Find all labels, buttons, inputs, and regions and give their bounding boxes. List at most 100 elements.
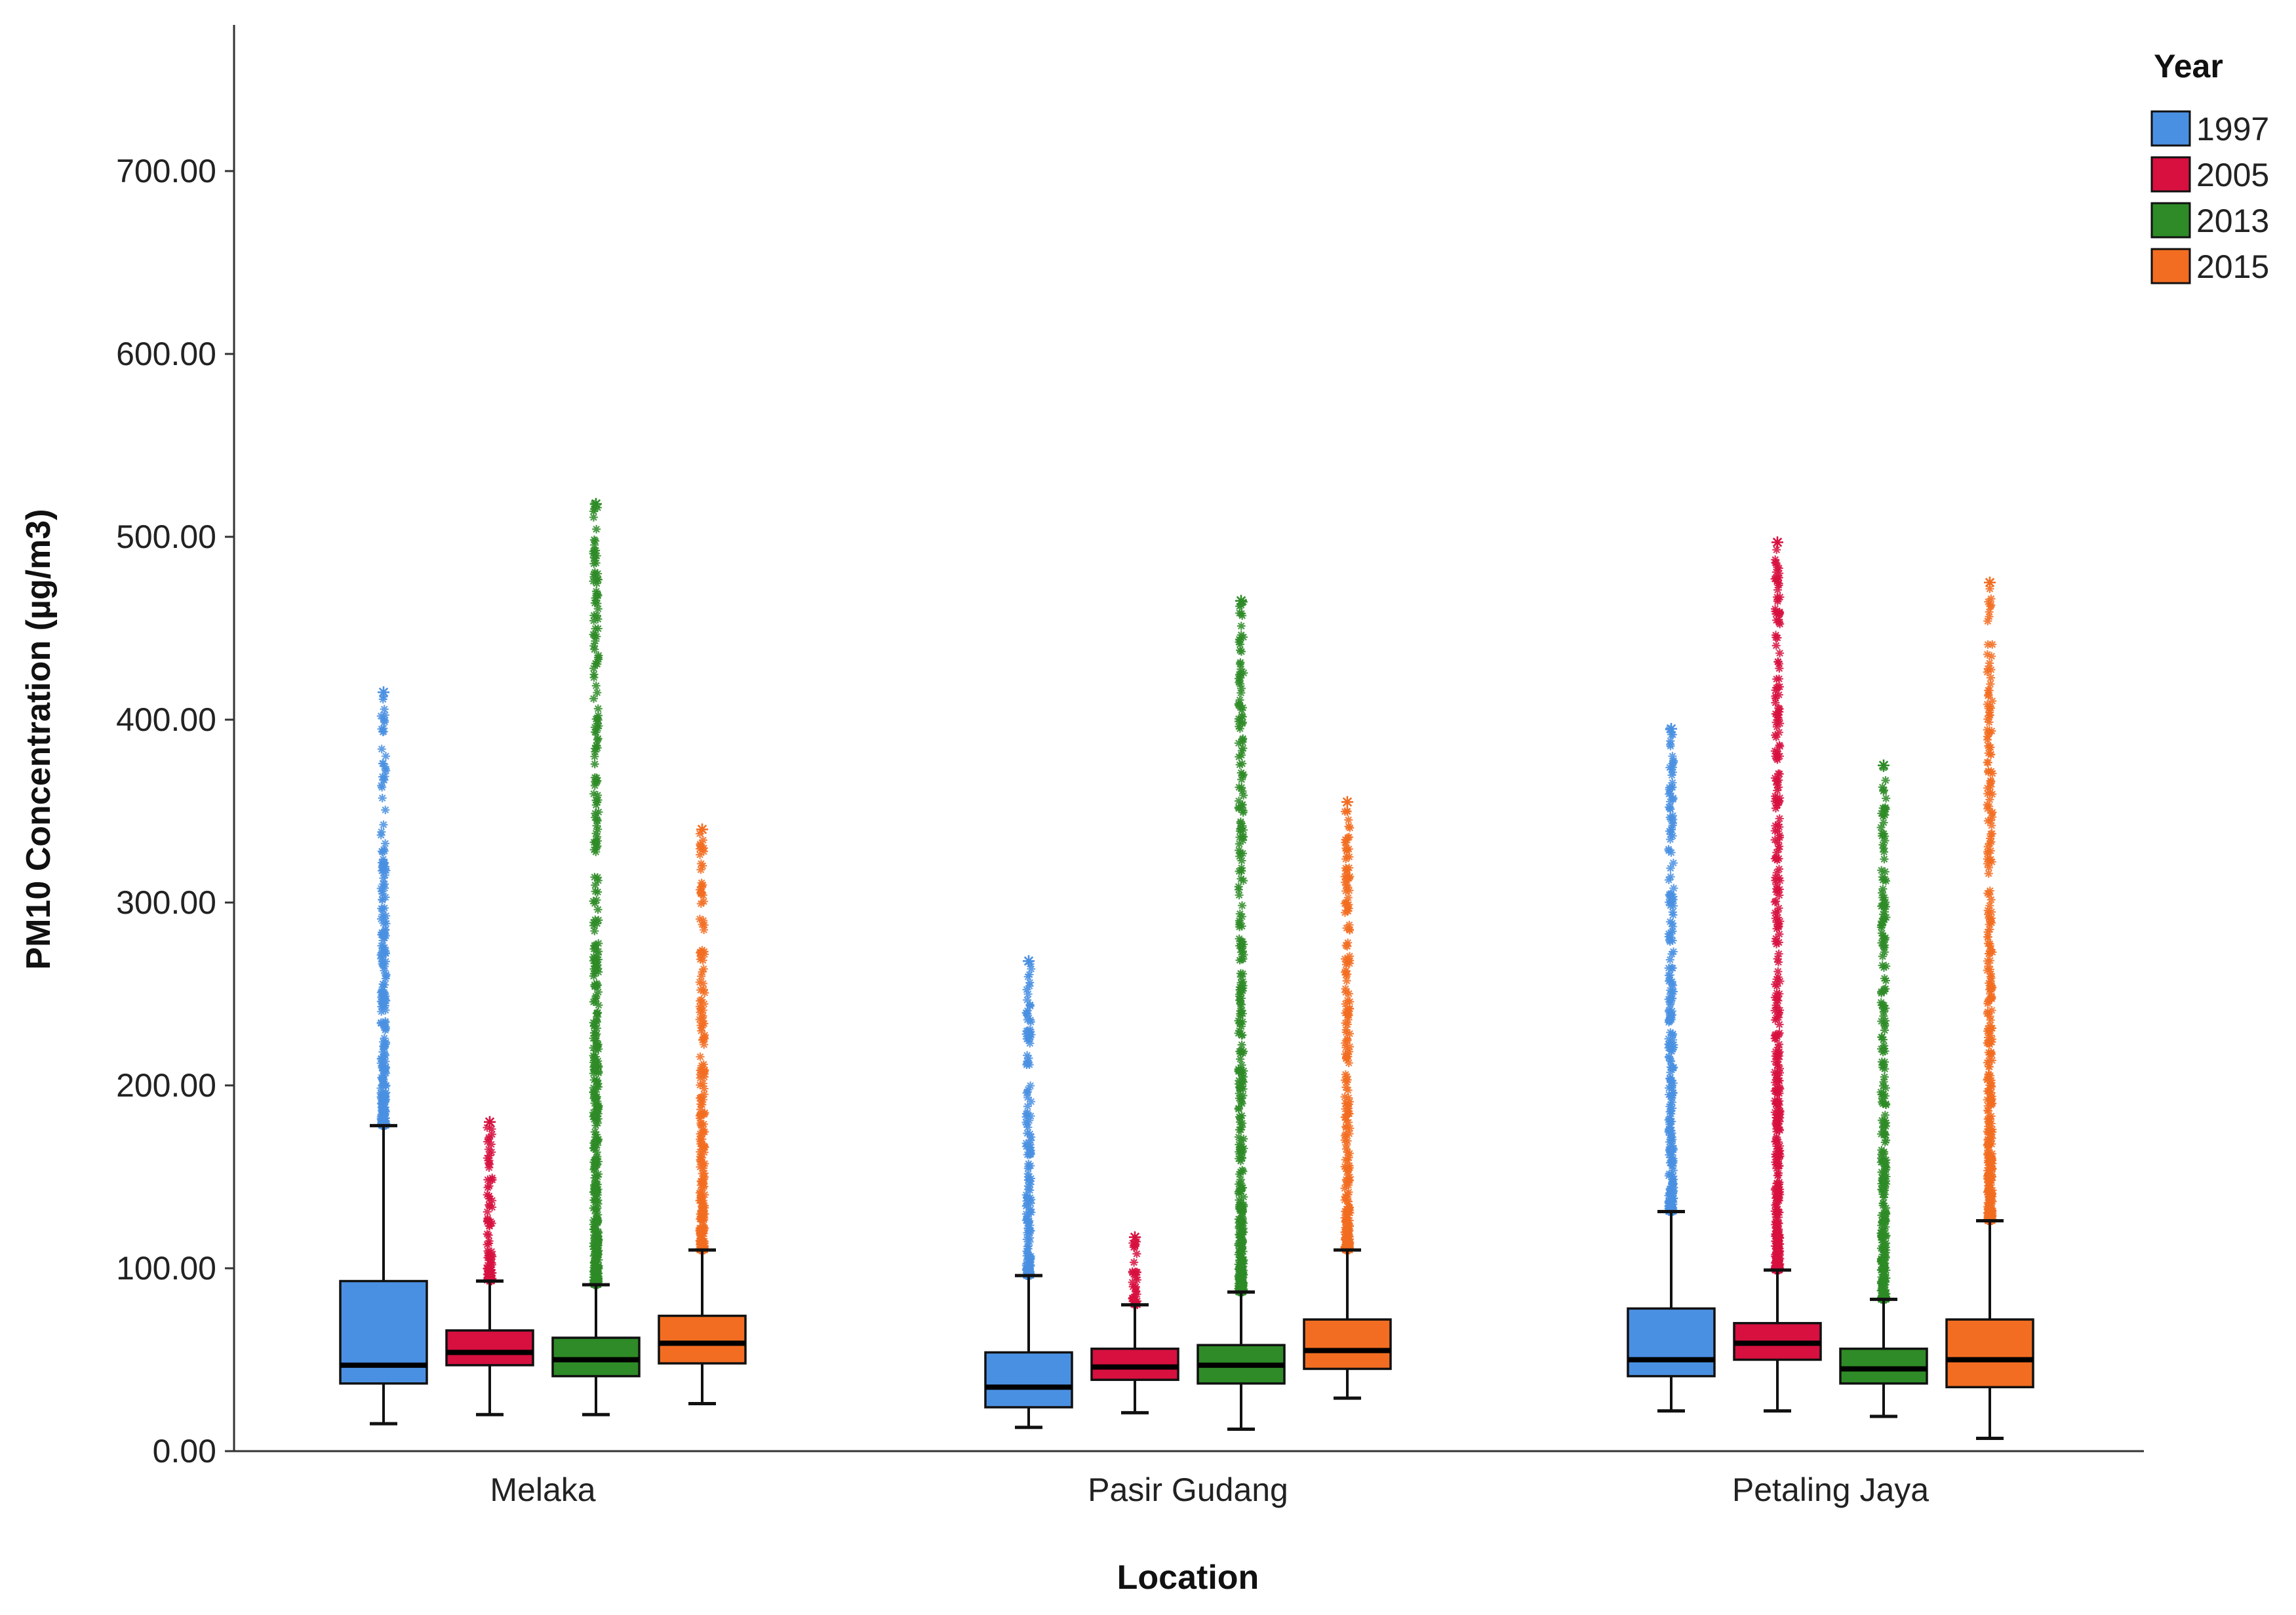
outlier-point — [1022, 1196, 1031, 1205]
outlier-point — [592, 1216, 601, 1225]
legend-label: 2013 — [2196, 203, 2269, 239]
outlier-point — [1987, 821, 1996, 830]
outlier-point — [1878, 952, 1887, 961]
y-tick-label: 100.00 — [116, 1250, 216, 1287]
outlier-point — [1984, 910, 1993, 919]
outlier-point — [593, 1210, 603, 1219]
outlier-point — [589, 1242, 598, 1251]
outlier-point — [593, 1247, 603, 1256]
outlier-point — [1024, 1255, 1033, 1264]
outlier-point — [696, 1081, 705, 1089]
outlier-point — [700, 1224, 709, 1233]
outlier-point — [591, 997, 600, 1006]
outlier-point — [1025, 1177, 1035, 1186]
outlier-point — [700, 1040, 709, 1049]
outlier-point — [382, 971, 391, 981]
outlier-point — [1773, 996, 1783, 1005]
outlier-point — [1772, 887, 1781, 897]
outlier-point — [1669, 901, 1678, 910]
outlier-point — [1345, 874, 1354, 883]
outlier-point — [1025, 960, 1035, 969]
outlier-point — [378, 928, 387, 937]
outlier-point — [1880, 1138, 1890, 1147]
outlier-point — [1345, 1109, 1354, 1118]
outlier-point — [1238, 937, 1247, 946]
outlier-point — [1774, 904, 1783, 913]
outlier-point — [1985, 1011, 1994, 1021]
outlier-point — [1343, 942, 1352, 951]
outlier-point — [378, 866, 387, 875]
outlier-point — [590, 1164, 599, 1173]
outlier-point — [1880, 941, 1889, 950]
outlier-point — [589, 1043, 598, 1053]
outlier-point — [1237, 1285, 1246, 1294]
outlier-point — [1341, 1164, 1351, 1173]
outlier-point — [1237, 621, 1246, 631]
outlier-point — [591, 681, 601, 690]
outlier-point — [1775, 1064, 1785, 1073]
outlier-point — [1235, 1112, 1244, 1121]
outlier-point — [1773, 1068, 1782, 1078]
outlier-point — [1773, 1259, 1783, 1268]
outlier-point — [1021, 1201, 1031, 1211]
outlier-point — [593, 704, 603, 713]
outlier-point — [1128, 1267, 1137, 1276]
outlier-point — [1237, 948, 1246, 957]
outlier-point — [1237, 1006, 1246, 1015]
outlier-point — [1023, 1169, 1033, 1178]
outlier-point — [1667, 771, 1676, 780]
outlier-point — [1987, 726, 1996, 735]
outlier-point — [1987, 973, 1996, 983]
outlier-point — [590, 926, 599, 935]
outlier-point — [1238, 901, 1247, 910]
outlier-point — [1238, 1167, 1248, 1176]
outlier-point — [1342, 1177, 1351, 1186]
outlier-point — [1774, 728, 1783, 737]
outlier-point — [483, 1190, 492, 1199]
outlier-point — [696, 1066, 705, 1075]
outlier-point — [1986, 602, 1995, 611]
outlier-point — [1771, 1015, 1780, 1024]
outlier-max-point — [484, 1116, 496, 1128]
outliers-layer — [376, 497, 1997, 1310]
x-category-label: Melaka — [490, 1471, 595, 1508]
outlier-point — [593, 798, 602, 807]
outlier-point — [695, 1225, 704, 1234]
outlier-point — [1023, 1182, 1033, 1191]
outlier-point — [1343, 807, 1352, 816]
outlier-point — [589, 1158, 599, 1167]
outlier-point — [1985, 612, 1994, 621]
outlier-point — [488, 1268, 497, 1277]
outlier-point — [1877, 1286, 1886, 1295]
outlier-point — [1984, 1106, 1993, 1116]
outlier-group — [1128, 1231, 1142, 1310]
outlier-point — [1669, 794, 1678, 804]
outlier-point — [1880, 948, 1889, 957]
outlier-point — [1771, 1264, 1780, 1273]
outlier-point — [1665, 804, 1674, 813]
outlier-point — [1343, 1156, 1353, 1165]
outlier-point — [698, 1169, 707, 1178]
outlier-point — [593, 1260, 602, 1269]
outlier-point — [1774, 615, 1783, 624]
outlier-point — [1235, 990, 1244, 999]
outlier-point — [591, 744, 600, 753]
outlier-point — [1664, 845, 1673, 854]
outlier-point — [589, 570, 599, 579]
outlier-point — [1666, 835, 1675, 844]
outlier-point — [1773, 1090, 1782, 1099]
outlier-point — [1022, 1034, 1031, 1043]
outlier-point — [589, 1273, 598, 1282]
outlier-point — [594, 1157, 603, 1166]
outlier-point — [1021, 1138, 1031, 1148]
outlier-point — [1771, 686, 1780, 695]
outlier-point — [1022, 1026, 1031, 1036]
outlier-point — [1669, 1175, 1678, 1184]
outlier-point — [700, 1213, 709, 1222]
outlier-point — [1880, 1072, 1889, 1081]
outlier-point — [1877, 1179, 1886, 1188]
outlier-point — [594, 916, 603, 925]
outlier-point — [1771, 631, 1781, 640]
outlier-point — [1239, 669, 1248, 678]
outlier-point — [1342, 1207, 1351, 1216]
